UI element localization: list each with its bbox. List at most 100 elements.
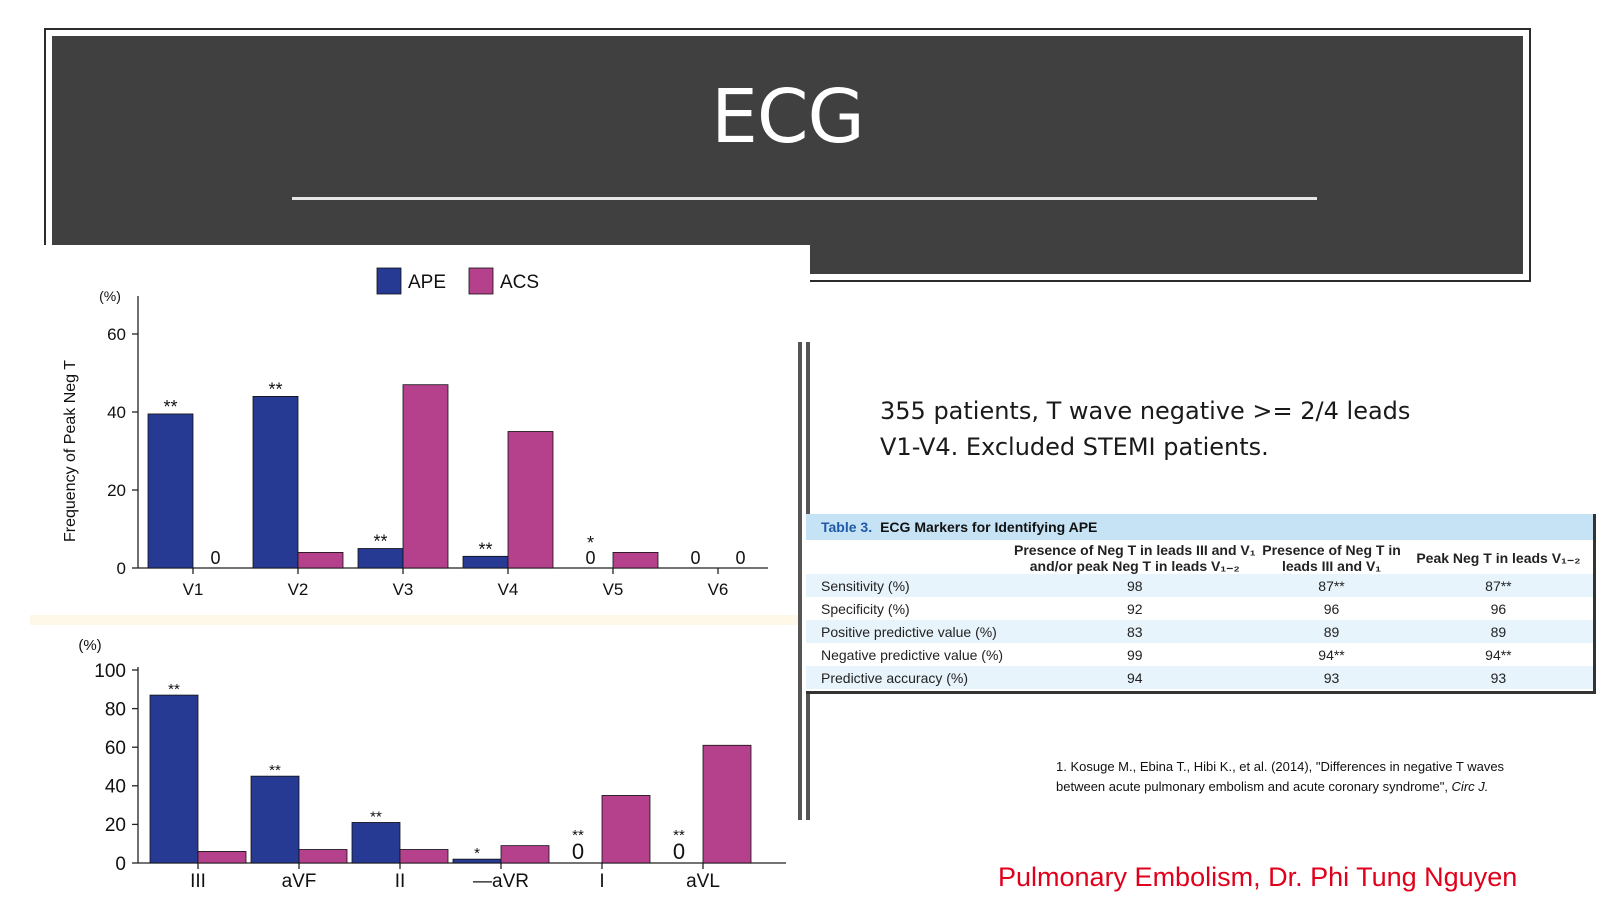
table-row: Positive predictive value (%) 83 89 89	[806, 620, 1593, 643]
column-header	[806, 540, 1010, 574]
citation-journal: Circ J.	[1451, 779, 1489, 794]
x-tick-label: I	[599, 871, 604, 892]
zero-value-label: 0	[210, 548, 220, 568]
table-body: Presence of Neg T in leads III and V₁ an…	[806, 540, 1593, 689]
bar-ape	[252, 395, 299, 569]
bar-ape	[351, 822, 401, 864]
significance-marker: **	[572, 827, 584, 844]
x-tick-label: V1	[183, 580, 204, 599]
table-cell: 92	[1126, 600, 1143, 617]
bar-ape	[250, 775, 300, 864]
x-tick-label: V2	[288, 580, 309, 599]
zero-value-label: 0	[585, 548, 595, 568]
study-description: 355 patients, T wave negative >= 2/4 lea…	[880, 393, 1480, 465]
table-row: Negative predictive value (%) 99 94** 94…	[806, 643, 1593, 666]
table-cell: 94**	[1485, 646, 1512, 663]
row-label: Predictive accuracy (%)	[806, 666, 1011, 689]
significance-marker: *	[587, 533, 594, 553]
y-tick-label: 0	[115, 854, 126, 875]
y-tick-label: 0	[117, 559, 126, 578]
x-tick-label: V4	[498, 580, 519, 599]
bar-acs	[297, 552, 344, 569]
y-tick-label: 80	[105, 699, 126, 720]
legend-swatch-ape	[376, 267, 402, 295]
unit-label: (%)	[78, 637, 101, 654]
significance-marker: **	[478, 539, 492, 559]
description-line-1: 355 patients, T wave negative >= 2/4 lea…	[880, 397, 1411, 425]
table-cell: 93	[1403, 666, 1593, 689]
row-label: Sensitivity (%)	[806, 574, 1011, 597]
bar-acs	[298, 849, 348, 864]
unit-label: (%)	[99, 288, 121, 304]
citation-line-2: between acute pulmonary embolism and acu…	[1056, 777, 1596, 797]
table-cell: 98	[1010, 574, 1260, 597]
bar-acs	[601, 795, 651, 864]
table-number: Table 3.	[821, 519, 873, 535]
bar-acs	[500, 845, 550, 864]
table-row: Specificity (%) 92 96 96	[806, 597, 1593, 620]
bar-ape	[149, 694, 199, 864]
footer-attribution: Pulmonary Embolism, Dr. Phi Tung Nguyen	[998, 862, 1518, 892]
table-cell: 94	[1010, 666, 1260, 689]
significance-marker: **	[168, 681, 180, 698]
legend-label-acs: ACS	[500, 272, 539, 293]
zero-value-label: 0	[673, 839, 685, 864]
table-cell: 87**	[1403, 574, 1593, 597]
significance-marker: **	[373, 532, 387, 552]
bar-acs	[702, 744, 752, 864]
significance-marker: **	[163, 397, 177, 417]
ecg-markers-table: Table 3. ECG Markers for Identifying APE …	[806, 514, 1596, 694]
table-cell: 94**	[1318, 646, 1345, 663]
bar-acs	[507, 431, 554, 569]
y-tick-label: 60	[105, 738, 126, 759]
x-tick-label: aVL	[686, 871, 720, 892]
bar-acs	[399, 849, 449, 864]
zero-value-label: 0	[690, 548, 700, 568]
y-tick-label: 20	[105, 815, 126, 836]
x-tick-label: V5	[603, 580, 624, 599]
table-cell: 96	[1490, 600, 1507, 617]
column-header: Peak Neg T in leads V₁₋₂	[1416, 550, 1581, 566]
x-tick-label: —aVR	[473, 871, 529, 892]
title-underline	[292, 197, 1317, 200]
description-line-2: V1-V4. Excluded STEMI patients.	[880, 433, 1269, 461]
table-cell: 99	[1126, 646, 1143, 663]
title-box	[50, 34, 1525, 276]
y-tick-label: 20	[107, 481, 126, 500]
column-header: Presence of Neg T in leads III and V₁ an…	[1014, 542, 1256, 574]
table-row: Predictive accuracy (%) 94 93 93	[806, 666, 1593, 689]
table-header-row: Presence of Neg T in leads III and V₁ an…	[806, 540, 1593, 574]
vertical-divider-left	[798, 342, 802, 820]
zero-value-label: 0	[572, 839, 584, 864]
x-tick-label: II	[395, 871, 406, 892]
bar-acs	[612, 552, 659, 569]
table-title: ECG Markers for Identifying APE	[880, 519, 1098, 535]
x-tick-label: V3	[393, 580, 414, 599]
table-cell: 93	[1259, 666, 1404, 689]
citation-line-2-text: between acute pulmonary embolism and acu…	[1056, 779, 1452, 794]
table-cell: 87**	[1259, 574, 1404, 597]
table-cell: 96	[1323, 600, 1340, 617]
x-tick-label: III	[190, 871, 206, 892]
significance-marker: **	[268, 379, 282, 399]
y-tick-label: 100	[94, 661, 126, 682]
significance-marker: **	[269, 762, 281, 779]
y-tick-label: 40	[105, 777, 126, 798]
column-header: Presence of Neg T in leads III and V₁	[1262, 542, 1401, 574]
citation: 1. Kosuge M., Ebina T., Hibi K., et al. …	[1056, 757, 1596, 797]
table-cell: 89	[1259, 620, 1404, 643]
table-title-bar: Table 3. ECG Markers for Identifying APE	[806, 514, 1593, 540]
slide-title: ECG	[711, 74, 865, 160]
significance-marker: **	[673, 827, 685, 844]
bar-acs	[402, 384, 449, 569]
x-tick-label: V6	[708, 580, 729, 599]
significance-marker: **	[370, 808, 382, 825]
significance-marker: *	[474, 845, 480, 862]
y-tick-label: 40	[107, 403, 126, 422]
citation-line-1: 1. Kosuge M., Ebina T., Hibi K., et al. …	[1056, 759, 1505, 774]
table-cell: 83	[1010, 620, 1260, 643]
zero-value-label: 0	[735, 548, 745, 568]
legend-label-ape: APE	[408, 272, 446, 293]
